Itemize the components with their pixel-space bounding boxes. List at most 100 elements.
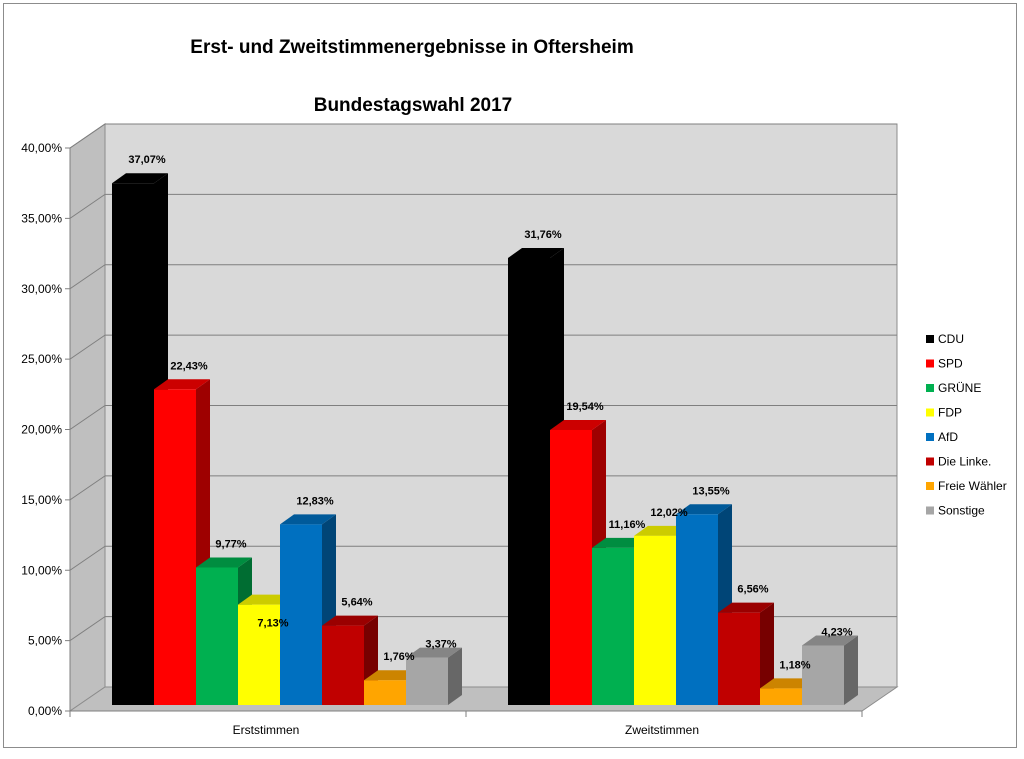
legend-swatch (926, 457, 934, 466)
bar-side (844, 635, 858, 705)
legend-label: Die Linke. (938, 455, 991, 469)
bar-top (406, 647, 462, 658)
bar-side (760, 602, 774, 705)
bar-front (112, 183, 154, 705)
gridline-side (69, 616, 106, 642)
legend-swatch (926, 335, 934, 343)
y-tick-label: 40,00% (21, 141, 62, 155)
legend-item-spd: SPD (926, 357, 963, 371)
gridline-side (69, 264, 106, 290)
bar-top (802, 635, 858, 646)
legend-swatch (926, 359, 934, 368)
bar-top (112, 173, 168, 184)
gridline-side (69, 334, 106, 360)
legend-swatch (926, 506, 934, 515)
data-label: 12,02% (650, 507, 688, 519)
bar-top (550, 419, 606, 430)
bar-front (196, 567, 238, 705)
legend-label: Sonstige (938, 504, 985, 518)
data-label: 9,77% (215, 538, 246, 550)
gridline-side (69, 405, 106, 430)
legend-item-afd: AfD (926, 430, 958, 444)
legend-item-freie-w-hler: Freie Wähler (926, 479, 1007, 493)
y-tick-label: 30,00% (21, 282, 62, 296)
legend-label: Freie Wähler (938, 479, 1007, 493)
y-tick-label: 10,00% (21, 563, 62, 577)
gridline-side (69, 545, 106, 571)
bar-top (322, 615, 378, 626)
legend-label: FDP (938, 406, 962, 420)
bar-top (154, 379, 210, 390)
bar-front (634, 535, 676, 705)
y-axis: 0,00% 5,00% 10,00% 15,00% 20,00% 25,00% 30,00%… (21, 141, 862, 718)
legend-label: SPD (938, 357, 963, 371)
bar-front (364, 680, 406, 705)
bar-front (676, 514, 718, 705)
bar-front (592, 547, 634, 705)
legend: CDU SPD GRÜNE FDP AfD Die Linke. Freie Wähler S… (926, 332, 1007, 518)
bar-front (280, 524, 322, 705)
data-label: 6,56% (737, 584, 768, 596)
category-label: Erststimmen (233, 723, 300, 737)
legend-item-cdu: CDU (926, 332, 964, 346)
legend-item-fdp: FDP (926, 406, 962, 420)
gridline-side (69, 475, 106, 501)
gridline-side (69, 123, 106, 149)
bar-top (676, 504, 732, 515)
bar-top (196, 557, 252, 568)
chart-title: Erst- und Zweitstimmenergebnisse in Ofte… (190, 37, 633, 58)
y-tick-label: 35,00% (21, 211, 62, 225)
bar-front (718, 612, 760, 705)
bar-top (718, 602, 774, 613)
category-axis: Erststimmen Zweitstimmen (69, 711, 863, 737)
chart-subtitle: Bundestagswahl 2017 (314, 95, 513, 116)
legend-item-gr-ne: GRÜNE (926, 381, 981, 395)
bar-front (802, 645, 844, 705)
bars (112, 173, 858, 705)
bar-top (280, 514, 336, 525)
data-label: 13,55% (692, 485, 730, 497)
gridline-side (69, 193, 106, 219)
legend-swatch (926, 408, 934, 417)
y-tick-label: 25,00% (21, 352, 62, 366)
bar-sonstige-zweitstimmen (802, 635, 858, 705)
bar-front (322, 625, 364, 705)
data-label: 22,43% (170, 360, 208, 372)
data-label: 7,13% (257, 618, 288, 630)
data-label: 37,07% (128, 154, 166, 166)
data-label: 5,64% (341, 597, 372, 609)
data-labels: 37,07% 22,43% 9,77% 7,13% 12,83% 5,64% 1,76% 3,… (128, 154, 852, 671)
legend-label: CDU (938, 332, 964, 346)
category-label: Zweitstimmen (625, 723, 699, 737)
data-label: 3,37% (425, 639, 456, 651)
data-label: 1,76% (383, 651, 414, 663)
bar-top (508, 247, 564, 258)
legend-label: AfD (938, 430, 958, 444)
data-label: 11,16% (609, 519, 646, 531)
legend-item-sonstige: Sonstige (926, 504, 985, 518)
legend-item-die-linke: Die Linke. (926, 455, 991, 469)
bar-front (760, 688, 802, 705)
bar-side (448, 647, 462, 705)
bar-die-linke-zweitstimmen (718, 602, 774, 705)
legend-label: GRÜNE (938, 381, 981, 395)
bar-front (238, 604, 280, 705)
legend-swatch (926, 384, 934, 392)
y-tick-label: 5,00% (28, 634, 62, 648)
y-tick-label: 15,00% (21, 493, 62, 507)
data-label: 19,54% (566, 401, 604, 413)
bar-sonstige-erststimmen (406, 647, 462, 705)
data-label: 1,18% (779, 659, 810, 671)
data-label: 4,23% (821, 626, 852, 638)
bar-front (550, 429, 592, 705)
data-label: 31,76% (524, 229, 562, 241)
y-tick-label: 20,00% (21, 423, 62, 437)
data-label: 12,83% (296, 495, 334, 507)
y-tick-label: 0,00% (28, 704, 62, 718)
bar-front (154, 389, 196, 705)
bar-front (508, 257, 550, 705)
bar-front (406, 657, 448, 705)
legend-swatch (926, 433, 934, 441)
legend-swatch (926, 482, 934, 490)
